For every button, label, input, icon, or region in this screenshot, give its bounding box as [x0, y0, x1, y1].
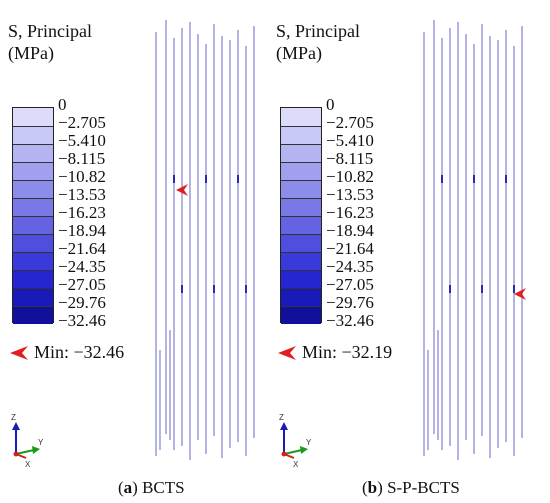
x-axis-label: X — [25, 460, 31, 469]
legend-title: S, Principal (MPa) — [8, 20, 92, 64]
legend-tick-label: −13.53 — [58, 185, 106, 204]
legend-swatch — [13, 288, 53, 306]
legend-tick-label: −27.05 — [326, 275, 374, 294]
min-marker-icon — [10, 346, 28, 360]
axis-triad: Z Y X — [276, 410, 316, 470]
legend-swatch — [13, 306, 53, 324]
legend-swatch — [281, 198, 321, 216]
legend-swatch — [281, 216, 321, 234]
legend-tick-label: −10.82 — [326, 167, 374, 186]
legend-tick-label: −8.115 — [326, 149, 374, 168]
z-axis-label: Z — [11, 413, 16, 422]
legend-swatch — [13, 126, 53, 144]
legend-tick-label: −21.64 — [326, 239, 374, 258]
legend-swatch — [281, 108, 321, 126]
stress-mark — [181, 285, 183, 293]
legend-title-line2: (MPa) — [276, 43, 322, 63]
stress-mark — [513, 285, 515, 293]
legend-swatch — [281, 270, 321, 288]
legend-tick-label: −32.46 — [58, 311, 106, 330]
legend-tick-label: −29.76 — [58, 293, 106, 312]
legend-tick-label: −18.94 — [326, 221, 374, 240]
legend-swatch — [281, 234, 321, 252]
caption-text: BCTS — [142, 478, 185, 497]
panel-b: S, Principal (MPa) 0 −2.705 −5.410 −8.115 −1… — [268, 0, 543, 503]
min-location-arrow — [514, 288, 526, 300]
legend-swatch — [281, 288, 321, 306]
min-location-arrow — [176, 184, 188, 196]
legend-tick-label: −32.46 — [326, 311, 374, 330]
legend-tick-label: −24.35 — [326, 257, 374, 276]
legend-tick-label: 0 — [326, 95, 335, 114]
min-marker-icon — [278, 346, 296, 360]
legend-tick-label: −16.23 — [58, 203, 106, 222]
z-axis-label: Z — [279, 413, 284, 422]
legend-tick-label: −2.705 — [326, 113, 374, 132]
legend-swatch — [281, 180, 321, 198]
legend-swatch — [13, 234, 53, 252]
color-legend-bar — [12, 107, 54, 324]
legend-tick-label: −24.35 — [58, 257, 106, 276]
x-axis-label: X — [293, 460, 299, 469]
legend-tick-label: −29.76 — [326, 293, 374, 312]
legend-swatch — [281, 126, 321, 144]
legend-tick-label: 0 — [58, 95, 67, 114]
stress-mark — [245, 285, 247, 293]
legend-tick-label: −2.705 — [58, 113, 106, 132]
legend-swatch — [281, 306, 321, 324]
legend-tick-label: −18.94 — [58, 221, 106, 240]
legend-tick-label: −5.410 — [326, 131, 374, 150]
stress-mark — [237, 175, 239, 183]
min-readout: Min: −32.46 — [8, 342, 124, 363]
legend-swatch — [13, 198, 53, 216]
legend-title-line1: S, Principal — [276, 21, 360, 41]
caption-text: S-P-BCTS — [387, 478, 460, 497]
stress-mark — [449, 285, 451, 293]
stress-mark — [173, 175, 175, 183]
legend-swatch — [13, 108, 53, 126]
legend-title: S, Principal (MPa) — [276, 20, 360, 64]
min-label: Min: −32.46 — [34, 342, 125, 362]
legend-tick-label: −27.05 — [58, 275, 106, 294]
axis-triad: Z Y X — [8, 410, 48, 470]
axis-triad-icon: Z Y X — [279, 413, 312, 469]
fiber-model-a — [155, 20, 255, 460]
legend-swatch — [13, 252, 53, 270]
caption-letter: b — [367, 478, 378, 497]
caption-a: (a) BCTS — [118, 478, 185, 497]
color-legend-bar — [280, 107, 322, 324]
y-axis-label: Y — [38, 438, 44, 447]
stress-mark — [481, 285, 483, 293]
stress-mark — [441, 175, 443, 183]
y-axis-label: Y — [306, 438, 312, 447]
legend-swatch — [13, 216, 53, 234]
stress-mark — [213, 285, 215, 293]
legend-swatch — [13, 270, 53, 288]
legend-title-line2: (MPa) — [8, 43, 54, 63]
legend-swatch — [281, 162, 321, 180]
caption-b: (b) S-P-BCTS — [362, 478, 460, 497]
legend-tick-label: −8.115 — [58, 149, 106, 168]
legend-tick-label: −5.410 — [58, 131, 106, 150]
panel-a: S, Principal (MPa) 0 −2.705 −5.410 −8.115 −1… — [8, 20, 255, 470]
legend-swatch — [13, 144, 53, 162]
axis-triad-icon: Z Y X — [11, 413, 44, 469]
caption-letter: a — [123, 478, 133, 497]
fiber-model-b — [423, 20, 526, 460]
legend-tick-label: −16.23 — [326, 203, 374, 222]
legend-title-line1: S, Principal — [8, 21, 92, 41]
stress-mark — [205, 175, 207, 183]
legend-swatch — [281, 252, 321, 270]
stress-mark — [473, 175, 475, 183]
min-label: Min: −32.19 — [302, 342, 393, 362]
legend-swatch — [13, 180, 53, 198]
legend-tick-label: −10.82 — [58, 167, 106, 186]
min-readout: Min: −32.19 — [276, 342, 392, 363]
legend-swatch — [13, 162, 53, 180]
legend-swatch — [281, 144, 321, 162]
legend-tick-label: −13.53 — [326, 185, 374, 204]
stress-mark — [505, 175, 507, 183]
legend-tick-label: −21.64 — [58, 239, 106, 258]
